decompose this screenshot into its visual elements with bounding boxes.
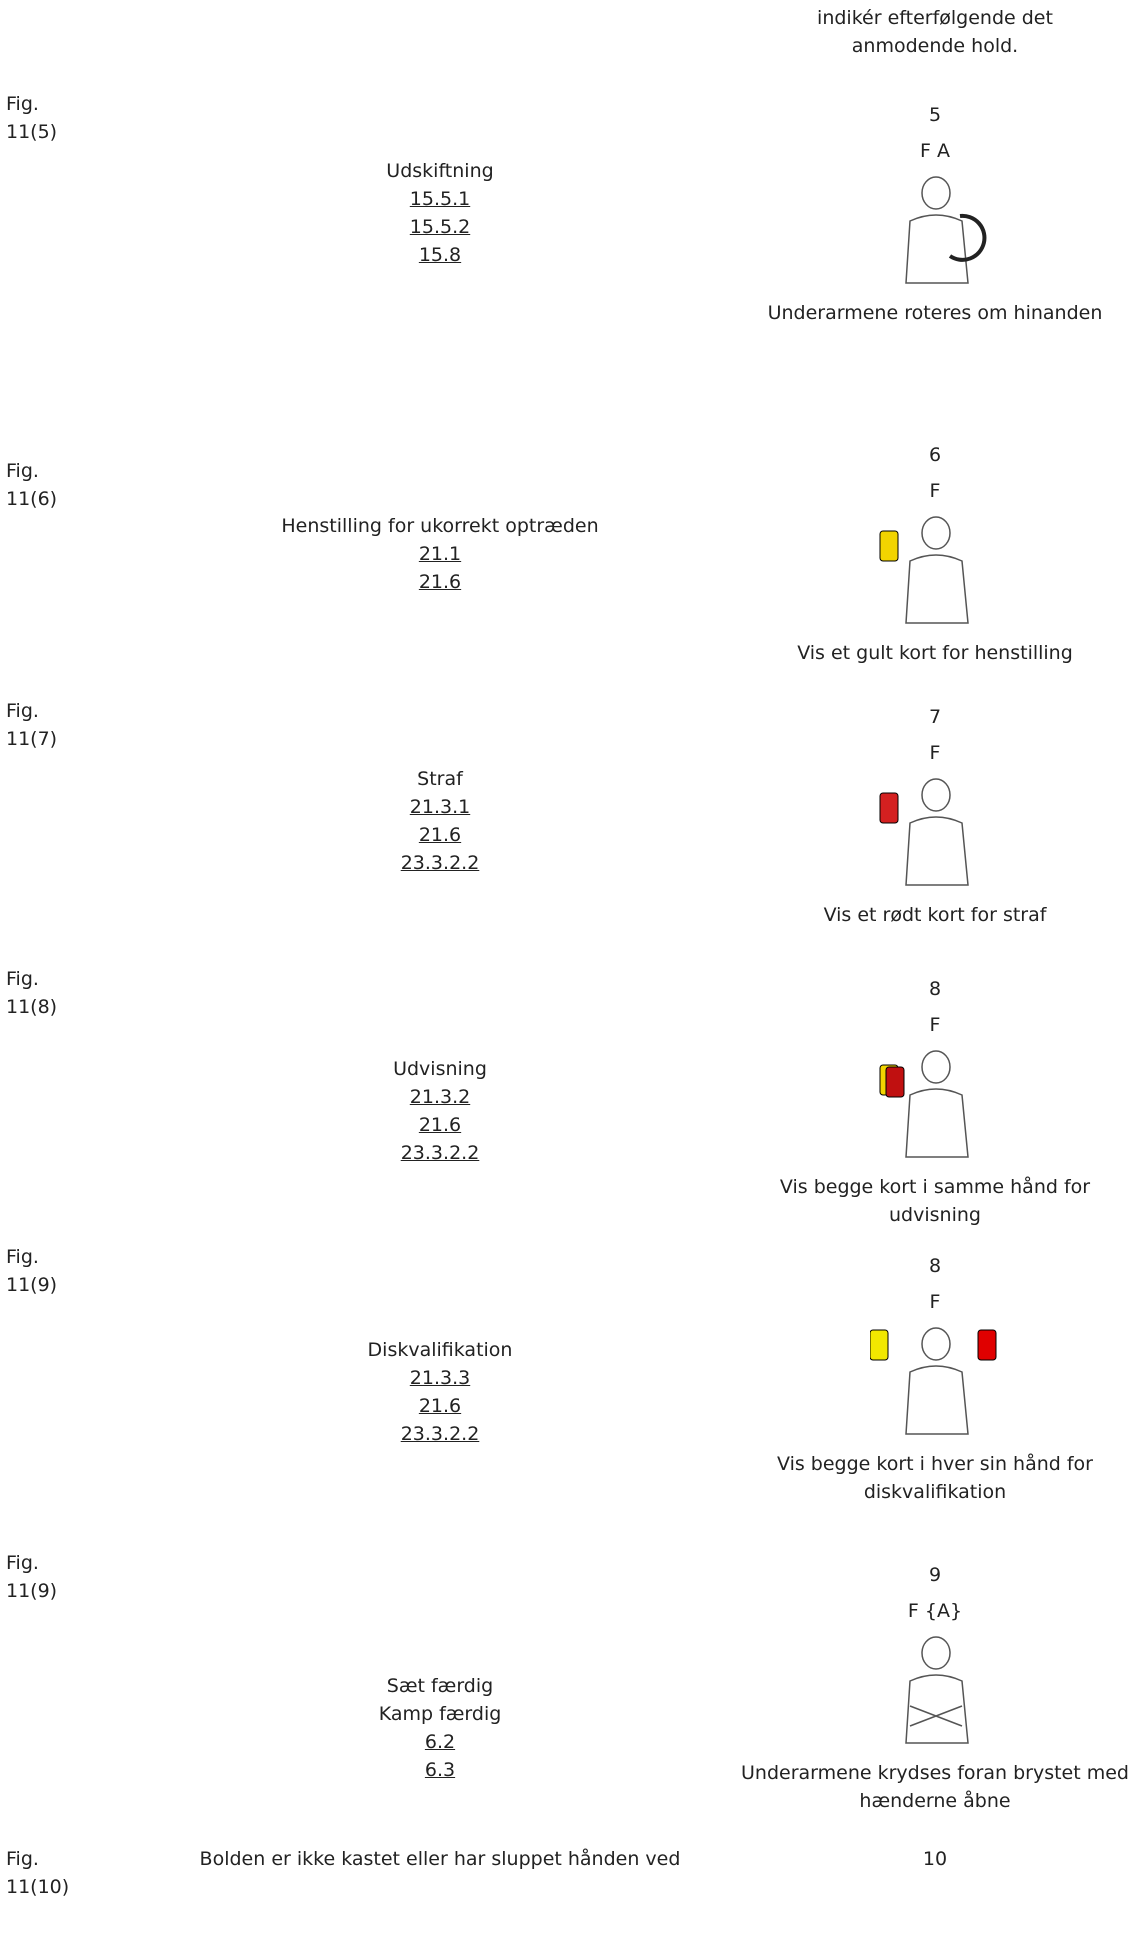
signal-name: Diskvalifikation — [367, 1339, 513, 1361]
signal-letters: F — [929, 480, 941, 502]
signal-letters: F — [929, 742, 941, 764]
referee-illustration — [879, 778, 969, 886]
fig-label: Fig. 11(5) — [6, 93, 58, 143]
referee-illustration — [905, 176, 987, 284]
signal-block: 10 — [737, 1845, 1133, 1881]
signal-name: Kamp færdig — [378, 1703, 502, 1725]
rule-link[interactable]: 21.3.3 — [409, 1367, 471, 1389]
signal-block: 8 F Vis begge kort i hver sin hånd for dis… — [737, 1252, 1133, 1506]
rule-block: Sæt færdig Kamp færdig 6.2 6.3 — [190, 1672, 690, 1784]
signal-letters: F — [929, 1291, 941, 1313]
fig-label: Fig. 11(7) — [6, 700, 58, 750]
signal-number: 6 — [928, 444, 942, 466]
fig-label: Fig. 11(9) — [6, 1552, 58, 1602]
referee-illustration — [905, 1636, 969, 1744]
signal-description: Vis et gult kort for henstilling — [797, 642, 1073, 664]
rule-link[interactable]: 21.1 — [418, 543, 462, 565]
signal-block: 9 F {A} Underarmene krydses foran brystet … — [737, 1561, 1133, 1815]
signal-description: Underarmene krydses foran brystet med hæ… — [741, 1762, 1129, 1812]
rule-link[interactable]: 15.8 — [418, 244, 462, 266]
rule-link[interactable]: 21.3.1 — [409, 796, 471, 818]
rule-block: Henstilling for ukorrekt optræden 21.1 21.… — [190, 512, 690, 596]
signal-block: 5 F A Underarmene roteres om hinanden — [737, 101, 1133, 327]
signal-number: 9 — [928, 1564, 942, 1586]
fig-label: Fig. 11(8) — [6, 968, 58, 1018]
signal-block: 7 F Vis et rødt kort for straf — [737, 703, 1133, 929]
top-text: indikér efterfølgende det anmodende hold… — [817, 7, 1053, 57]
signal-letters: F A — [920, 140, 950, 162]
signal-description: Vis begge kort i hver sin hånd for diskv… — [776, 1453, 1093, 1503]
signal-name: Sæt færdig — [386, 1675, 494, 1697]
rule-link[interactable]: 23.3.2.2 — [400, 852, 480, 874]
rule-link[interactable]: 21.6 — [418, 1114, 462, 1136]
fig-label: Fig. 11(9) — [6, 1246, 58, 1296]
rule-block: Straf 21.3.1 21.6 23.3.2.2 — [190, 765, 690, 877]
rule-link[interactable]: 21.6 — [418, 824, 462, 846]
signal-number: 5 — [928, 104, 942, 126]
signal-number: 7 — [928, 706, 942, 728]
rule-link[interactable]: 23.3.2.2 — [400, 1142, 480, 1164]
rule-block: Udskiftning 15.5.1 15.5.2 15.8 — [190, 157, 690, 269]
rule-link[interactable]: 15.5.1 — [409, 188, 471, 210]
signal-letters: F {A} — [907, 1600, 963, 1622]
referee-illustration — [879, 1050, 969, 1158]
signal-name: Udskiftning — [386, 160, 494, 182]
signal-name: Henstilling for ukorrekt optræden — [281, 515, 599, 537]
signal-number: 10 — [922, 1848, 948, 1870]
signal-number: 8 — [928, 1255, 942, 1277]
fig-label: Fig. 11(6) — [6, 460, 58, 510]
rule-block: Diskvalifikation 21.3.3 21.6 23.3.2.2 — [190, 1336, 690, 1448]
rule-link[interactable]: 21.6 — [418, 1395, 462, 1417]
signal-block: 6 F Vis et gult kort for henstilling — [737, 441, 1133, 667]
signal-number: 8 — [928, 978, 942, 1000]
rule-link[interactable]: 21.6 — [418, 571, 462, 593]
signal-description: Vis et rødt kort for straf — [823, 904, 1047, 926]
rule-block: Bolden er ikke kastet eller har sluppet … — [190, 1845, 690, 1873]
referee-illustration — [879, 516, 969, 624]
signal-name: Udvisning — [393, 1058, 487, 1080]
signal-letters: F — [929, 1014, 941, 1036]
rule-link[interactable]: 6.2 — [424, 1731, 456, 1753]
rule-link[interactable]: 23.3.2.2 — [400, 1423, 480, 1445]
rule-link[interactable]: 21.3.2 — [409, 1086, 471, 1108]
signal-description: Vis begge kort i samme hånd for udvisnin… — [779, 1176, 1091, 1226]
rule-link[interactable]: 6.3 — [424, 1759, 456, 1781]
signal-description: Underarmene roteres om hinanden — [767, 302, 1103, 324]
signal-name: Straf — [417, 768, 463, 790]
rule-block: Udvisning 21.3.2 21.6 23.3.2.2 — [190, 1055, 690, 1167]
signal-name: Bolden er ikke kastet eller har sluppet … — [199, 1848, 681, 1870]
signal-block: 8 F Vis begge kort i samme hånd for udvisn… — [737, 975, 1133, 1229]
referee-illustration — [870, 1327, 997, 1435]
fig-label: Fig. 11(10) — [6, 1848, 70, 1898]
rule-link[interactable]: 15.5.2 — [409, 216, 471, 238]
